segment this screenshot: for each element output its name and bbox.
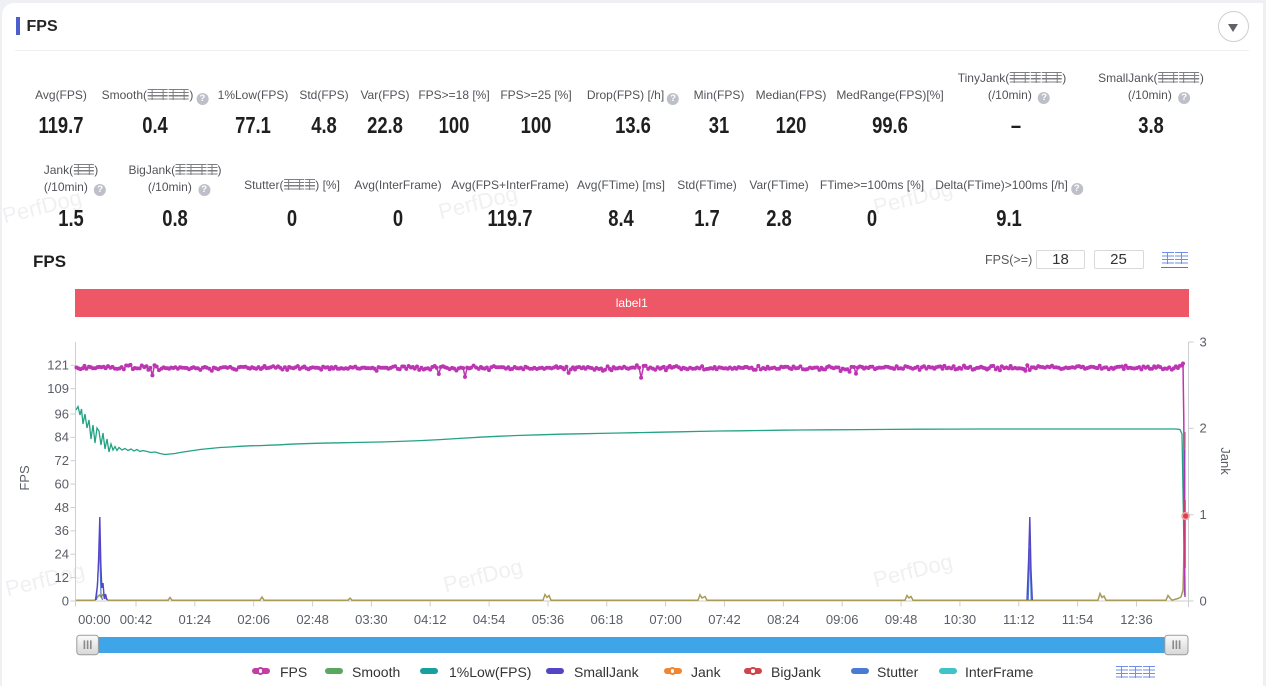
svg-text:FPS: FPS (17, 465, 32, 491)
svg-text:72: 72 (55, 453, 69, 468)
svg-text:04:12: 04:12 (414, 612, 447, 627)
svg-text:09:06: 09:06 (826, 612, 859, 627)
svg-text:12: 12 (55, 570, 69, 585)
svg-text:04:54: 04:54 (473, 612, 506, 627)
svg-text:Jank: Jank (1218, 447, 1233, 475)
svg-text:60: 60 (55, 476, 69, 491)
svg-text:07:42: 07:42 (708, 612, 741, 627)
svg-text:0: 0 (62, 593, 69, 608)
svg-text:00:00: 00:00 (78, 612, 111, 627)
svg-text:11:12: 11:12 (1003, 612, 1035, 627)
svg-text:02:48: 02:48 (296, 612, 329, 627)
svg-text:01:24: 01:24 (179, 612, 212, 627)
svg-text:02:06: 02:06 (237, 612, 270, 627)
svg-text:03:30: 03:30 (355, 612, 388, 627)
svg-text:05:36: 05:36 (532, 612, 565, 627)
svg-text:06:18: 06:18 (591, 612, 624, 627)
svg-text:36: 36 (55, 523, 69, 538)
svg-text:00:42: 00:42 (120, 612, 153, 627)
svg-text:1: 1 (1200, 507, 1207, 522)
svg-text:10:30: 10:30 (944, 612, 977, 627)
svg-text:48: 48 (55, 500, 69, 515)
svg-text:09:48: 09:48 (885, 612, 918, 627)
svg-text:96: 96 (55, 406, 69, 421)
svg-text:2: 2 (1200, 421, 1207, 436)
svg-text:08:24: 08:24 (767, 612, 800, 627)
svg-text:24: 24 (55, 547, 69, 562)
svg-text:07:00: 07:00 (649, 612, 682, 627)
svg-text:0: 0 (1200, 593, 1207, 608)
svg-text:84: 84 (55, 430, 69, 445)
svg-text:121: 121 (47, 358, 69, 373)
svg-text:109: 109 (47, 381, 69, 396)
svg-text:3: 3 (1200, 334, 1207, 349)
svg-text:11:54: 11:54 (1062, 612, 1094, 627)
svg-text:12:36: 12:36 (1120, 612, 1153, 627)
